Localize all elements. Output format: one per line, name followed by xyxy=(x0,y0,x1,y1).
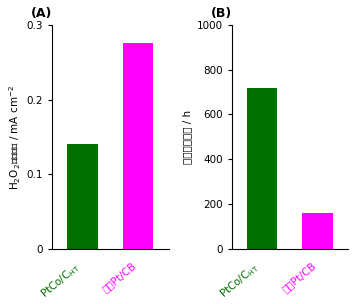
Text: 市唯Pt/CB: 市唯Pt/CB xyxy=(100,261,138,295)
Bar xyxy=(67,144,98,249)
Text: (B): (B) xyxy=(211,7,232,20)
Text: 市唯Pt/CB: 市唯Pt/CB xyxy=(280,261,318,295)
Text: PtCo/C$_{\rm HT}$: PtCo/C$_{\rm HT}$ xyxy=(38,261,83,301)
Text: PtCo/C$_{\rm HT}$: PtCo/C$_{\rm HT}$ xyxy=(218,261,262,301)
Bar xyxy=(302,213,333,249)
Bar xyxy=(247,88,278,249)
Y-axis label: H$_2$O$_2$生成速度 / mA cm$^{-2}$: H$_2$O$_2$生成速度 / mA cm$^{-2}$ xyxy=(7,84,23,190)
Bar xyxy=(123,43,153,249)
Y-axis label: 電池単元尋命 / h: 電池単元尋命 / h xyxy=(182,110,192,164)
Text: (A): (A) xyxy=(31,7,53,20)
